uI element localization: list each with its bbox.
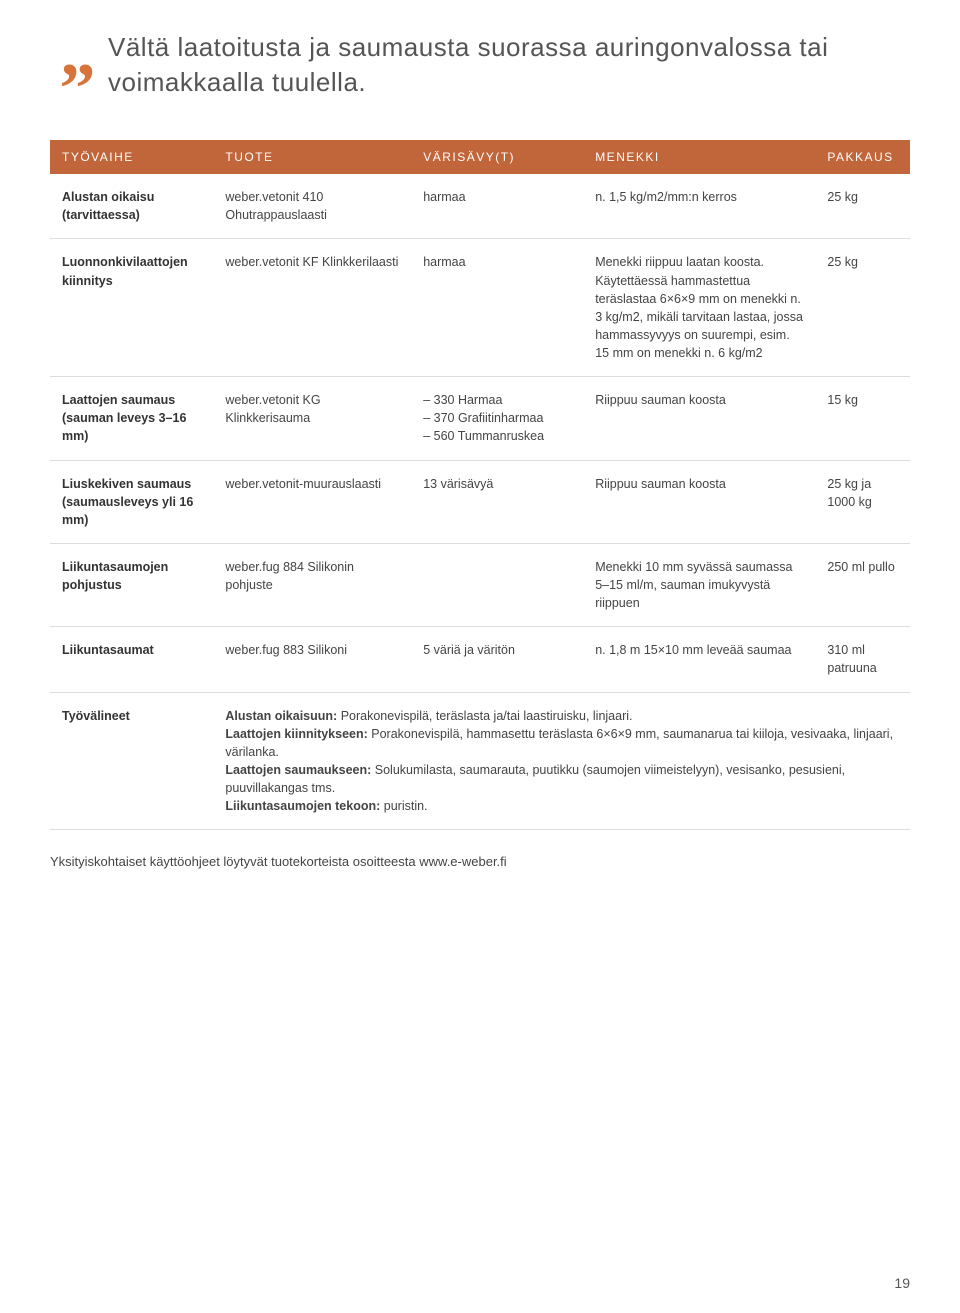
table-header-row: TYÖVAIHE TUOTE VÄRISÄVY(T) MENEKKI PAKKA… [50, 140, 910, 174]
cell-shade [411, 543, 583, 626]
quote-text: Vältä laatoitusta ja saumausta suorassa … [108, 30, 910, 100]
cell-shade: harmaa [411, 239, 583, 377]
table-row: Liikuntasaumojen pohjustusweber.fug 884 … [50, 543, 910, 626]
cell-package: 15 kg [815, 377, 910, 460]
cell-package: 25 kg ja 1000 kg [815, 460, 910, 543]
footnote-text: Yksityiskohtaiset käyttöohjeet löytyvät … [50, 854, 910, 869]
cell-workphase: Liikuntasaumojen pohjustus [50, 543, 213, 626]
cell-product: weber.vetonit-muurauslaasti [213, 460, 411, 543]
cell-consumption: Menekki riippuu laatan koosta. Käytettäe… [583, 239, 815, 377]
header-shade: VÄRISÄVY(T) [411, 140, 583, 174]
cell-workphase: Liikuntasaumat [50, 627, 213, 692]
pull-quote: „ Vältä laatoitusta ja saumausta suorass… [50, 30, 910, 100]
cell-package: 250 ml pullo [815, 543, 910, 626]
header-product: TUOTE [213, 140, 411, 174]
cell-shade: 5 väriä ja väritön [411, 627, 583, 692]
table-row: Alustan oikaisu (tarvittaessa)weber.veto… [50, 174, 910, 239]
cell-workphase: Liuskekiven saumaus (saumausleveys yli 1… [50, 460, 213, 543]
cell-consumption: n. 1,5 kg/m2/mm:n kerros [583, 174, 815, 239]
tools-line-bold: Laattojen saumaukseen: [225, 763, 371, 777]
cell-package: 25 kg [815, 174, 910, 239]
header-package: PAKKAUS [815, 140, 910, 174]
cell-consumption: Riippuu sauman koosta [583, 460, 815, 543]
cell-workphase: Laattojen saumaus (sauman leveys 3–16 mm… [50, 377, 213, 460]
cell-workphase: Luonnonkivilaattojen kiinnitys [50, 239, 213, 377]
table-row: Liikuntasaumatweber.fug 883 Silikoni5 vä… [50, 627, 910, 692]
product-table: TYÖVAIHE TUOTE VÄRISÄVY(T) MENEKKI PAKKA… [50, 140, 910, 830]
table-row: Liuskekiven saumaus (saumausleveys yli 1… [50, 460, 910, 543]
table-row: Laattojen saumaus (sauman leveys 3–16 mm… [50, 377, 910, 460]
cell-shade: harmaa [411, 174, 583, 239]
cell-product: weber.vetonit 410 Ohutrappauslaasti [213, 174, 411, 239]
tools-line-bold: Laattojen kiinnitykseen: [225, 727, 367, 741]
page-number: 19 [894, 1275, 910, 1291]
tools-line-rest: puristin. [380, 799, 427, 813]
cell-consumption: Menekki 10 mm syvässä saumassa 5–15 ml/m… [583, 543, 815, 626]
cell-package: 25 kg [815, 239, 910, 377]
cell-product: weber.vetonit KG Klinkkerisauma [213, 377, 411, 460]
cell-consumption: n. 1,8 m 15×10 mm leveää saumaa [583, 627, 815, 692]
cell-product: weber.fug 884 Silikonin pohjuste [213, 543, 411, 626]
header-consumption: MENEKKI [583, 140, 815, 174]
cell-tools-content: Alustan oikaisuun: Porakonevispilä, terä… [213, 692, 910, 830]
cell-product: weber.fug 883 Silikoni [213, 627, 411, 692]
cell-product: weber.vetonit KF Klinkkerilaasti [213, 239, 411, 377]
cell-consumption: Riippuu sauman koosta [583, 377, 815, 460]
cell-tools-label: Työvälineet [50, 692, 213, 830]
tools-line-rest: Porakonevispilä, teräslasta ja/tai laast… [337, 709, 632, 723]
quote-mark-icon: „ [60, 30, 96, 73]
cell-shade: – 330 Harmaa – 370 Grafiitinharmaa – 560… [411, 377, 583, 460]
tools-line-bold: Alustan oikaisuun: [225, 709, 337, 723]
cell-package: 310 ml patruuna [815, 627, 910, 692]
header-workphase: TYÖVAIHE [50, 140, 213, 174]
table-row-tools: TyövälineetAlustan oikaisuun: Porakonevi… [50, 692, 910, 830]
cell-workphase: Alustan oikaisu (tarvittaessa) [50, 174, 213, 239]
tools-line-bold: Liikuntasaumojen tekoon: [225, 799, 380, 813]
table-row: Luonnonkivilaattojen kiinnitysweber.veto… [50, 239, 910, 377]
cell-shade: 13 värisävyä [411, 460, 583, 543]
